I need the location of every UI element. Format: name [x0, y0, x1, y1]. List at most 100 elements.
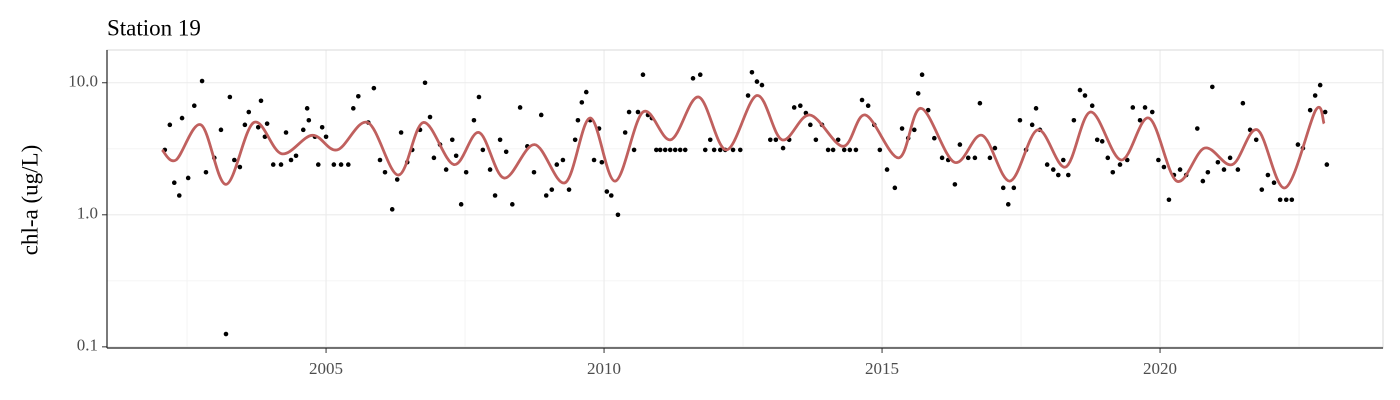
point [560, 157, 566, 163]
point [599, 159, 605, 165]
point [622, 130, 628, 135]
point [398, 130, 404, 135]
point [517, 105, 523, 110]
point [972, 155, 978, 161]
point [892, 185, 898, 191]
point [780, 145, 786, 151]
point [566, 187, 572, 192]
point [278, 162, 284, 167]
point [1253, 137, 1259, 143]
point [1077, 87, 1083, 93]
point [925, 107, 931, 113]
point [503, 149, 509, 155]
point [176, 193, 182, 198]
point [227, 94, 233, 100]
point [510, 202, 515, 207]
point [246, 109, 252, 115]
trend-line [161, 94, 1326, 190]
point [830, 147, 836, 153]
point [654, 147, 659, 153]
point [255, 124, 261, 130]
y-tick-label: 0.1 [77, 336, 98, 355]
point [1200, 178, 1206, 184]
point [791, 105, 797, 110]
point [1156, 157, 1161, 163]
point [919, 72, 925, 78]
point [754, 79, 760, 84]
point [884, 167, 890, 172]
point [304, 106, 310, 111]
point [1110, 169, 1116, 175]
y-tick-label: 1.0 [77, 204, 98, 223]
point [171, 180, 177, 186]
point [431, 155, 437, 161]
point [1056, 172, 1061, 178]
y-tick-label: 10.0 [68, 72, 98, 91]
point [293, 153, 299, 159]
point [1324, 162, 1330, 167]
point [270, 162, 276, 167]
point [1082, 93, 1088, 98]
point [476, 94, 482, 100]
point [677, 147, 683, 153]
point [497, 137, 503, 143]
point [458, 202, 464, 207]
point [626, 109, 632, 115]
point [1061, 157, 1066, 163]
point [1066, 172, 1071, 178]
point [531, 169, 537, 175]
point [443, 167, 449, 172]
point [487, 167, 493, 172]
point [1089, 103, 1095, 109]
point [1240, 100, 1246, 106]
point [1130, 105, 1136, 110]
x-tick-label: 2015 [865, 359, 899, 378]
point [389, 207, 395, 212]
point [232, 157, 237, 163]
point [690, 76, 696, 81]
point [992, 145, 998, 151]
point [288, 157, 294, 163]
point [965, 155, 971, 161]
x-tick-label: 2005 [309, 359, 343, 378]
point [575, 117, 581, 123]
point [915, 91, 921, 96]
point [1011, 185, 1017, 191]
point [853, 147, 859, 153]
point [1017, 117, 1023, 123]
point [859, 97, 865, 103]
point [1271, 180, 1277, 186]
point [1295, 142, 1301, 147]
point [1005, 202, 1011, 207]
point [554, 162, 560, 167]
point [1205, 169, 1211, 175]
point [463, 169, 469, 175]
point [1071, 117, 1077, 123]
point [1117, 162, 1123, 167]
point [767, 137, 773, 143]
point [319, 124, 325, 130]
point [987, 155, 993, 161]
point [877, 147, 883, 153]
point [604, 189, 610, 194]
point [427, 114, 433, 120]
point [1235, 167, 1241, 172]
point [1166, 197, 1172, 203]
point [1265, 172, 1271, 178]
point [749, 69, 755, 75]
point [543, 193, 549, 198]
point [258, 98, 264, 104]
point [191, 103, 197, 109]
point [682, 147, 688, 153]
point [635, 109, 641, 115]
point [356, 93, 361, 99]
point [1259, 187, 1265, 192]
point [1215, 159, 1221, 165]
point [657, 147, 663, 153]
point [1050, 167, 1056, 172]
point [1044, 162, 1050, 167]
point [1099, 139, 1105, 144]
point [1142, 105, 1148, 110]
point [1137, 117, 1143, 123]
point [591, 157, 597, 163]
